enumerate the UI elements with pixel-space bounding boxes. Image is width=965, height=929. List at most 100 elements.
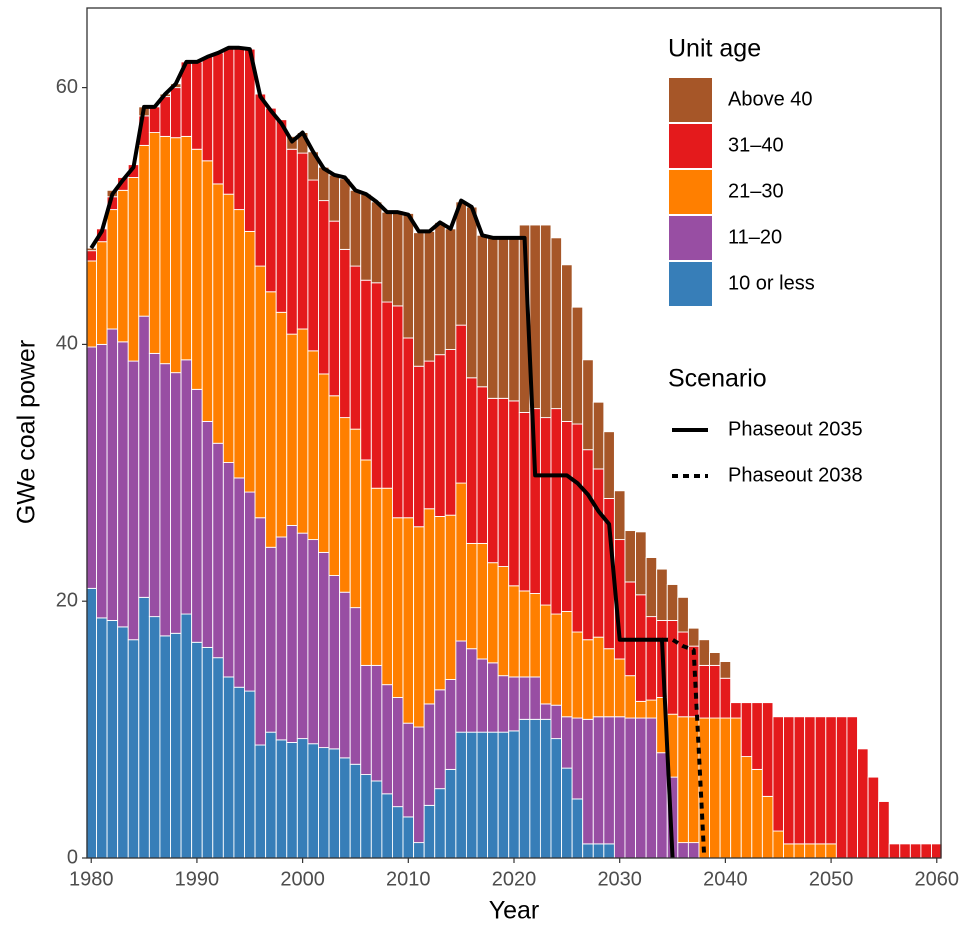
bar-segment	[624, 675, 636, 719]
bar-segment	[339, 178, 351, 250]
bar-segment	[592, 716, 605, 845]
bar-segment	[444, 228, 457, 350]
bar-segment	[201, 160, 214, 422]
x-tick-label: 2000	[280, 868, 325, 890]
bar-segment	[307, 179, 319, 352]
bar-segment	[212, 442, 224, 659]
bar-segment	[761, 795, 774, 859]
bar-segment	[529, 676, 541, 720]
legend-title: Unit age	[668, 35, 761, 63]
bar-segment	[613, 490, 626, 541]
x-tick-label: 2020	[492, 868, 537, 890]
line-legend-title: Scenario	[668, 365, 767, 393]
bar-segment	[550, 704, 563, 740]
bar-segment	[561, 264, 573, 422]
bar-segment	[275, 119, 288, 313]
bar-segment	[772, 716, 784, 832]
bar-segment	[455, 324, 467, 484]
bar-segment	[328, 174, 341, 222]
bar-segment	[180, 613, 193, 859]
bar-segment	[159, 363, 171, 637]
bar-segment	[360, 459, 372, 666]
bar-segment	[402, 337, 415, 519]
bar-segment	[222, 676, 235, 859]
bar-segment	[687, 842, 700, 859]
bar-segment	[392, 697, 404, 808]
bar-segment	[170, 372, 182, 634]
legend-key	[669, 78, 712, 122]
legend-label: Phaseout 2035	[728, 418, 863, 440]
bar-segment	[867, 776, 880, 859]
bar-segment	[487, 662, 499, 733]
bar-segment	[719, 717, 732, 859]
bar-segment	[793, 716, 806, 845]
bar-segment	[244, 48, 256, 232]
bar-segment	[582, 359, 594, 451]
bar-segment	[339, 248, 351, 419]
bar-segment	[244, 230, 256, 493]
bar-segment	[138, 315, 150, 598]
bar-segment	[539, 224, 552, 419]
bar-segment	[349, 189, 362, 267]
bar-segment	[328, 575, 341, 750]
scenario-line	[89, 45, 675, 859]
bar-segment	[761, 702, 774, 797]
bar-segment	[307, 539, 319, 745]
bar-segment	[687, 716, 700, 844]
bar-segment	[455, 201, 467, 326]
bar-segment	[286, 333, 298, 526]
legend-label: 21–30	[728, 180, 784, 202]
bar-segment	[339, 417, 351, 593]
bar-segment	[201, 646, 214, 859]
bar-segment	[370, 487, 383, 666]
bar-segment	[645, 557, 658, 618]
bar-segment	[296, 738, 309, 859]
bar-segment	[487, 236, 499, 399]
bar-segment	[539, 703, 552, 720]
bar-segment	[286, 148, 298, 335]
bar-segment	[465, 731, 478, 859]
bar-segment	[835, 716, 848, 859]
bar-segment	[96, 241, 108, 345]
bar-segment	[592, 401, 605, 470]
bar-segment	[550, 408, 563, 615]
bar-segment	[444, 349, 457, 516]
bar-segment	[455, 482, 467, 642]
bar-segment	[487, 731, 499, 859]
bar-segment	[423, 508, 436, 705]
bar-segment	[857, 748, 869, 859]
bar-segment	[635, 594, 647, 702]
bar-segment	[666, 584, 679, 621]
bar-segment	[518, 590, 531, 678]
bar-segment	[476, 234, 489, 388]
bar-segment	[804, 843, 816, 859]
bar-segment	[127, 639, 140, 859]
bar-segment	[571, 306, 584, 425]
bar-segment	[508, 730, 520, 859]
bar-segment	[244, 690, 256, 859]
bar-segment	[381, 301, 393, 489]
bar-segment	[698, 639, 710, 666]
bar-segment	[645, 699, 658, 719]
bar-segment	[508, 676, 520, 732]
bar-segment	[666, 620, 679, 715]
bar-segment	[191, 388, 203, 643]
bar-segment	[613, 716, 626, 859]
bar-segment	[529, 593, 541, 678]
bar-segment	[434, 788, 446, 859]
bar-segment	[677, 842, 689, 859]
y-axis-title: GWe coal power	[13, 340, 41, 524]
bar-segment	[508, 585, 520, 678]
bar-segment	[814, 716, 827, 845]
bar-segment	[497, 675, 510, 733]
bar-segment	[370, 201, 383, 284]
bar-segment	[275, 311, 288, 538]
bar-segment	[328, 395, 341, 576]
bar-segment	[360, 774, 372, 859]
bar-segment	[529, 718, 541, 859]
bar-segment	[318, 747, 330, 859]
bar-segment	[772, 830, 784, 859]
bar-segment	[434, 354, 446, 517]
x-tick-label: 1990	[175, 868, 220, 890]
bar-segment	[339, 757, 351, 859]
